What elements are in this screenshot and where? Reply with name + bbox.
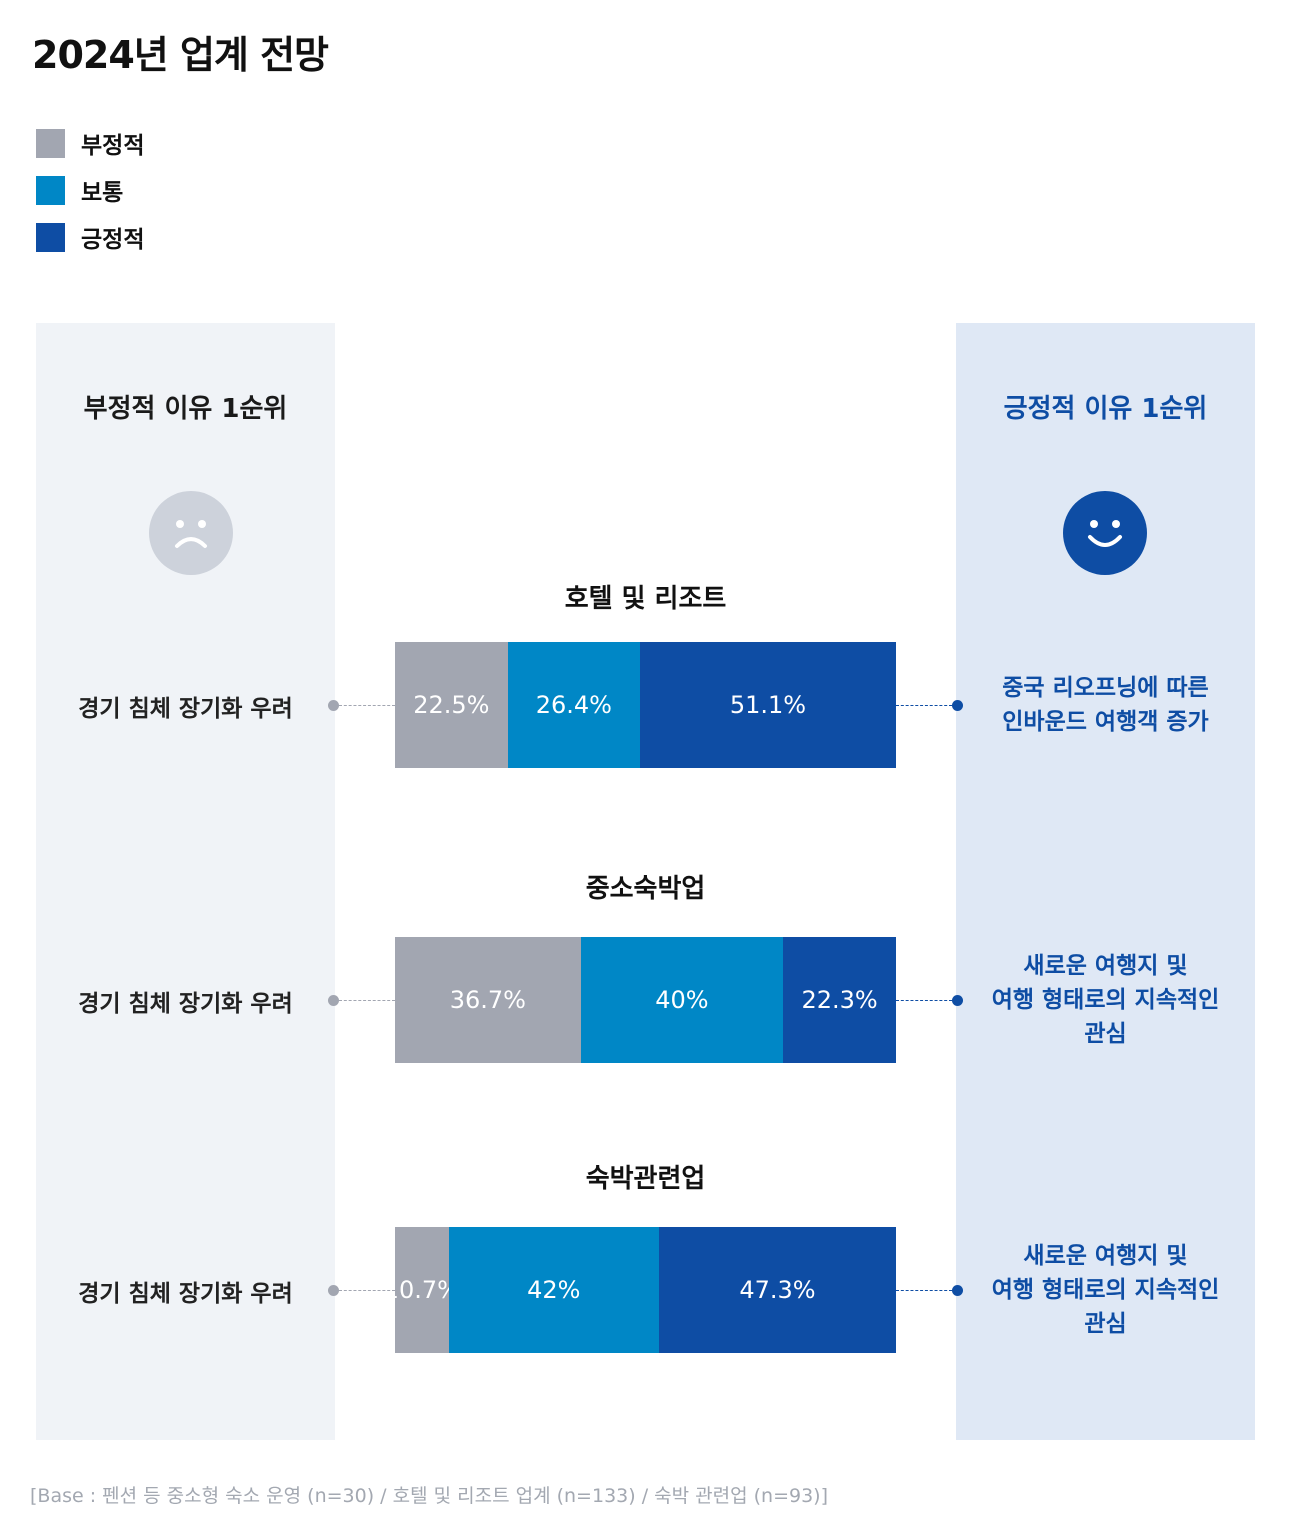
connector-dot: [952, 700, 963, 711]
legend-label: 부정적: [81, 133, 145, 159]
legend-item-negative: 부정적: [36, 128, 145, 159]
connector-line: [339, 1290, 395, 1291]
connector-line: [896, 705, 952, 706]
bar-segment-negative: 10.7%: [384, 1227, 460, 1353]
data-label: 51.1%: [729, 691, 807, 719]
bar-segment-positive: 51.1%: [639, 642, 896, 768]
legend-label: 긍정적: [81, 227, 145, 253]
connector-dot: [328, 995, 339, 1006]
category-title: 중소숙박업: [585, 874, 706, 904]
data-label: 47.3%: [739, 1276, 816, 1304]
data-label: 36.7%: [449, 986, 526, 1014]
legend-label: 보통: [81, 180, 124, 206]
footnote: [Base : 펜션 등 중소형 숙소 운영 (n=30) / 호텔 및 리조트…: [30, 1485, 828, 1507]
positive-reason-line: 새로운 여행지 및: [1023, 953, 1188, 979]
connector-dot: [328, 700, 339, 711]
positive-reason-line: 여행 형태로의 지속적인: [991, 1277, 1220, 1303]
connector-line: [339, 1000, 395, 1001]
negative-reason: 경기 침체 장기화 우려: [78, 991, 293, 1017]
bar-segment-neutral: 42%: [448, 1227, 659, 1353]
happy-face-icon: [1063, 491, 1147, 575]
legend-swatch-neutral: [36, 175, 65, 205]
connector-dot: [952, 1285, 963, 1296]
bar-segment-negative: 36.7%: [395, 937, 581, 1063]
bar-segment-positive: 47.3%: [659, 1227, 896, 1353]
sad-face-icon: [149, 491, 233, 575]
negative-reason: 경기 침체 장기화 우려: [78, 1281, 293, 1307]
stacked-bar: 36.7% 40% 22.3%: [395, 937, 896, 1063]
bar-segment-positive: 22.3%: [783, 937, 896, 1063]
connector-line: [896, 1000, 952, 1001]
legend-item-positive: 긍정적: [36, 222, 145, 253]
negative-reason: 경기 침체 장기화 우려: [78, 696, 293, 722]
bar-segment-neutral: 26.4%: [507, 642, 640, 768]
legend-item-neutral: 보통: [36, 175, 144, 206]
stacked-bar: 22.5% 26.4% 51.1%: [395, 642, 896, 768]
positive-reason-line: 관심: [1084, 1311, 1127, 1337]
positive-reason-line: 중국 리오프닝에 따른: [1002, 675, 1209, 701]
bar-segment-neutral: 40%: [580, 937, 784, 1063]
connector-line: [896, 1290, 952, 1291]
data-label: 22.3%: [801, 986, 878, 1014]
legend-swatch-positive: [36, 222, 65, 252]
positive-reason-line: 여행 형태로의 지속적인: [991, 987, 1220, 1013]
data-label: 26.4%: [535, 691, 612, 719]
connector-dot: [328, 1285, 339, 1296]
legend: 부정적 보통 긍정적: [36, 128, 144, 269]
stacked-bar: 10.7% 42% 47.3%: [384, 1227, 896, 1353]
positive-panel-heading: 긍정적 이유 1순위: [1003, 394, 1208, 424]
connector-line: [339, 705, 395, 706]
page-title: 2024년 업계 전망: [32, 33, 329, 77]
negative-panel-heading: 부정적 이유 1순위: [83, 394, 288, 424]
category-title: 숙박관련업: [585, 1164, 706, 1194]
positive-reason-line: 인바운드 여행객 증가: [1002, 709, 1209, 735]
data-label: 22.5%: [413, 691, 490, 719]
positive-reason-line: 관심: [1084, 1021, 1127, 1047]
bar-segment-negative: 22.5%: [395, 642, 508, 768]
legend-swatch-negative: [36, 128, 65, 158]
category-title: 호텔 및 리조트: [564, 584, 727, 614]
data-label: 42%: [527, 1276, 581, 1304]
data-label: 40%: [655, 986, 709, 1014]
positive-reason-line: 새로운 여행지 및: [1023, 1243, 1188, 1269]
data-label: 10.7%: [383, 1276, 460, 1304]
connector-dot: [952, 995, 963, 1006]
